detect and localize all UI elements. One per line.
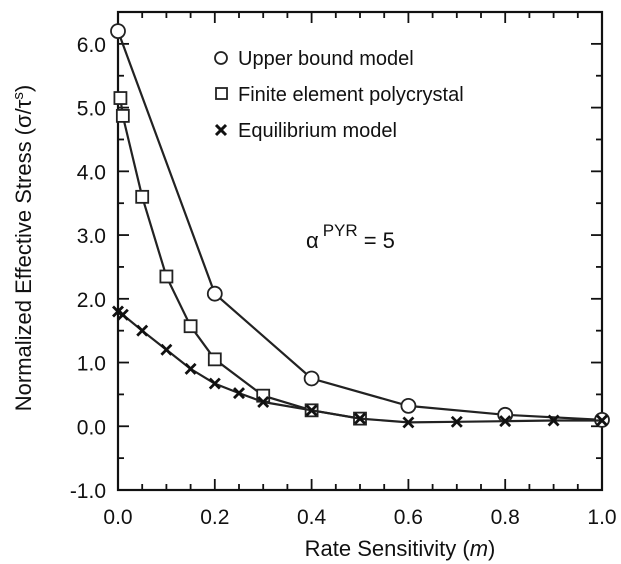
- y-tick-label: 3.0: [77, 225, 106, 248]
- legend-label-finite-element: Finite element polycrystal: [238, 84, 464, 106]
- y-axis-title-text: Normalized Effective Stress (: [11, 127, 36, 411]
- data-point-x: [208, 377, 221, 390]
- data-point-x: [402, 416, 415, 429]
- data-point-x: [116, 308, 129, 321]
- x-axis-title: Rate Sensitivity (m): [305, 536, 496, 561]
- data-point-x: [136, 324, 149, 337]
- x-tick-label: 1.0: [587, 506, 616, 529]
- x-tick-label: 0.0: [103, 506, 132, 529]
- legend-marker-circle: [214, 51, 228, 65]
- data-point-circle: [206, 285, 223, 302]
- data-point-x: [160, 343, 173, 356]
- y-tick-label: 0.0: [77, 416, 106, 439]
- data-point-circle: [110, 23, 126, 40]
- alpha-value: = 5: [364, 228, 395, 253]
- x-tick-label: 0.6: [394, 506, 423, 529]
- data-point-x: [499, 415, 512, 428]
- x-tick-label: 0.8: [491, 506, 520, 529]
- tick-labels: 0.0 0.2 0.4 0.6 0.8 1.0 -1.0 0.0 1.0 2.0 3.0 4.0 5.0…: [70, 34, 617, 529]
- alpha-symbol: α: [306, 228, 319, 253]
- series-line-upper-bound: [116, 30, 603, 421]
- data-point-circle: [400, 397, 417, 414]
- y-tick-label: 5.0: [77, 98, 106, 121]
- x-axis-title-var: m: [470, 536, 488, 561]
- y-tick-label: 4.0: [77, 161, 106, 184]
- data-point-square: [183, 319, 198, 334]
- data-point-x: [184, 362, 197, 375]
- alpha-annotation: α PYR = 5: [306, 221, 395, 253]
- x-tick-label: 0.2: [200, 506, 229, 529]
- ticks: [117, 11, 603, 491]
- series-equilibrium: [112, 305, 608, 429]
- data-point-square: [115, 108, 130, 123]
- y-axis-title-sup: s: [10, 92, 27, 100]
- series-layer: [110, 23, 610, 429]
- x-axis-title-text: Rate Sensitivity (: [305, 536, 471, 561]
- data-point-x: [233, 387, 245, 400]
- y-axis-title: Normalized Effective Stress (σ/τs): [10, 85, 36, 411]
- data-point-x: [257, 396, 270, 409]
- y-axis-title-sigma: σ: [11, 114, 36, 128]
- series-line-finite-element: [119, 97, 361, 420]
- data-point-x: [450, 415, 463, 428]
- data-point-x: [547, 414, 560, 427]
- data-point-square: [159, 269, 174, 284]
- data-point-x: [305, 404, 318, 417]
- legend-label-equilibrium: Equilibrium model: [238, 120, 397, 142]
- alpha-superscript: PYR: [323, 221, 358, 240]
- data-point-square: [113, 91, 128, 105]
- data-point-x: [354, 412, 366, 425]
- data-point-square: [135, 189, 150, 204]
- y-tick-label: 1.0: [77, 353, 106, 376]
- y-axis-title-slash: /: [11, 107, 36, 114]
- y-axis-title-close: ): [11, 85, 36, 92]
- legend: Upper bound model Finite element polycry…: [214, 48, 464, 142]
- data-point-x: [596, 414, 608, 427]
- y-tick-label: 2.0: [77, 289, 106, 312]
- legend-marker-square: [215, 87, 228, 100]
- y-tick-label: -1.0: [70, 480, 106, 503]
- legend-marker-x: [214, 123, 228, 137]
- legend-label-upper-bound: Upper bound model: [238, 48, 414, 70]
- data-point-circle: [303, 370, 320, 387]
- y-axis-title-tau: τ: [11, 99, 36, 108]
- x-axis-title-close: ): [488, 536, 495, 561]
- data-point-square: [207, 352, 222, 367]
- x-tick-label: 0.4: [297, 506, 327, 529]
- y-tick-label: 6.0: [77, 34, 106, 57]
